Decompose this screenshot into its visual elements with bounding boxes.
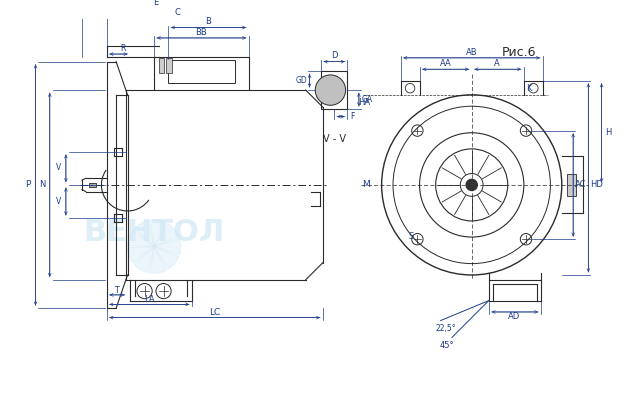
Bar — [89, 183, 96, 187]
Text: T: T — [115, 286, 120, 295]
Bar — [168, 60, 235, 83]
Text: AB: AB — [466, 48, 477, 57]
Text: M: M — [363, 180, 371, 189]
Text: V: V — [56, 196, 61, 206]
Text: B: B — [205, 17, 211, 26]
Wedge shape — [134, 246, 154, 272]
Text: A: A — [495, 59, 500, 68]
Text: HD: HD — [591, 180, 604, 189]
Circle shape — [466, 179, 477, 191]
Wedge shape — [150, 246, 166, 273]
Text: AC: AC — [575, 180, 586, 189]
Text: V: V — [56, 163, 61, 173]
Text: H: H — [605, 128, 611, 137]
Wedge shape — [127, 246, 154, 263]
Text: V - V: V - V — [323, 134, 346, 144]
Text: 45°: 45° — [440, 341, 454, 349]
Text: C: C — [175, 8, 180, 17]
Text: P: P — [25, 180, 31, 189]
Text: GA: GA — [362, 95, 373, 104]
Bar — [566, 174, 576, 196]
Bar — [166, 58, 172, 73]
Text: N: N — [39, 180, 45, 189]
Circle shape — [316, 75, 346, 105]
Bar — [321, 71, 348, 109]
Text: K: K — [526, 84, 531, 93]
Text: GD: GD — [295, 76, 307, 85]
Wedge shape — [154, 246, 179, 269]
Text: S: S — [408, 231, 413, 241]
Text: D: D — [331, 51, 337, 61]
Wedge shape — [134, 220, 154, 246]
Text: E: E — [154, 0, 159, 7]
Text: AA: AA — [440, 59, 452, 68]
Text: R: R — [120, 44, 125, 53]
Text: 22,5°: 22,5° — [435, 323, 456, 332]
Text: LC: LC — [209, 309, 220, 318]
Text: ВЕНТОЛ: ВЕНТОЛ — [83, 218, 225, 247]
Text: AD: AD — [508, 312, 520, 321]
Wedge shape — [154, 224, 179, 246]
Bar — [159, 58, 164, 73]
Text: HA: HA — [358, 98, 371, 107]
Wedge shape — [127, 230, 154, 246]
Text: LA: LA — [144, 295, 155, 304]
Text: BB: BB — [196, 28, 207, 37]
Text: Рис.6: Рис.6 — [502, 46, 536, 59]
Wedge shape — [150, 220, 166, 246]
Text: F: F — [350, 112, 355, 121]
Wedge shape — [154, 238, 180, 255]
